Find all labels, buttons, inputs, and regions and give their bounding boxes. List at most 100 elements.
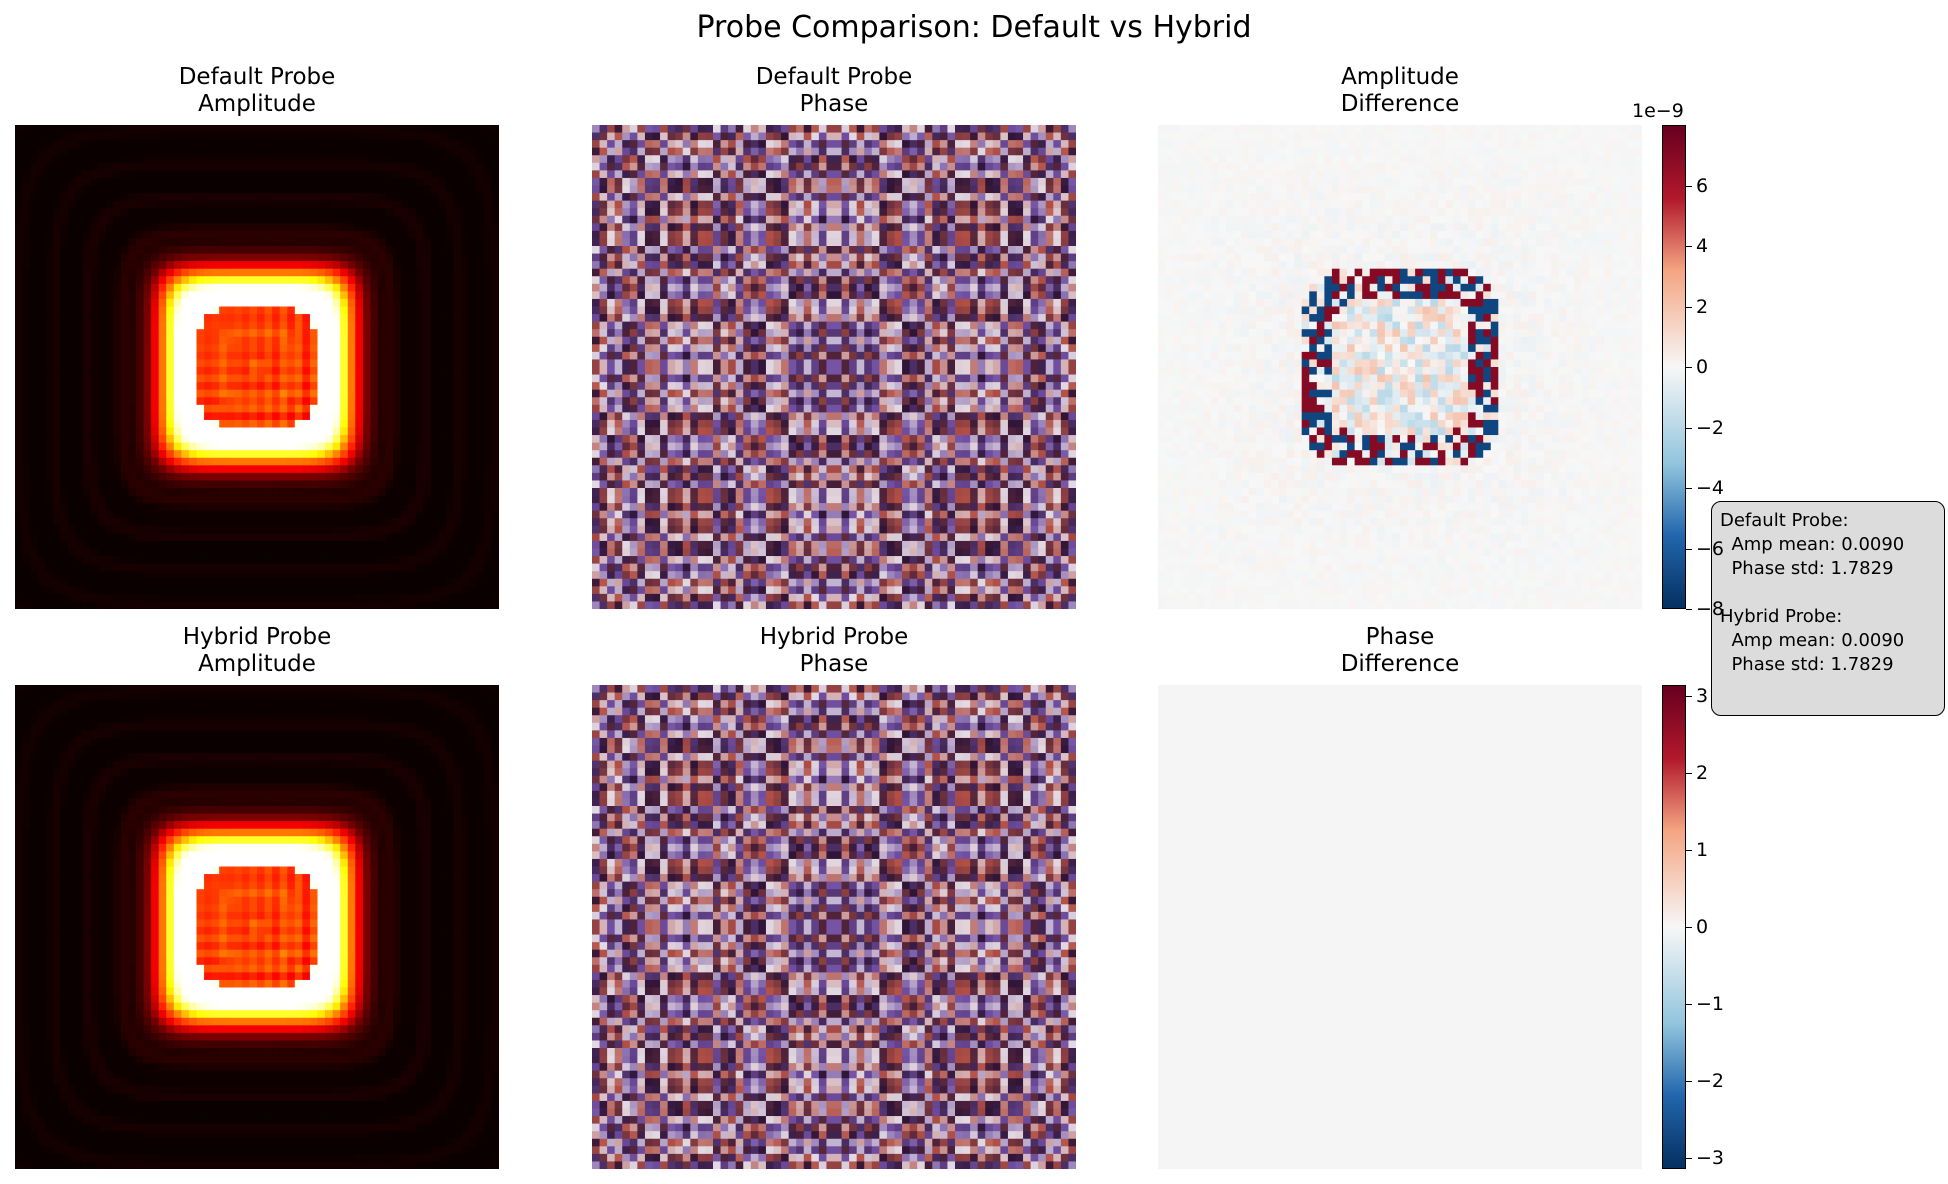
default-amplitude-cell	[83, 336, 92, 345]
default-amplitude-cell	[287, 495, 296, 504]
default-amplitude-cell	[234, 215, 243, 224]
default-amplitude-cell	[60, 246, 69, 254]
default-amplitude-cell	[393, 170, 402, 179]
default-phase-cell	[1023, 140, 1032, 149]
default-amplitude-cell	[438, 374, 447, 383]
default-amplitude-cell	[287, 450, 296, 459]
default-amplitude-cell	[446, 193, 455, 202]
default-amplitude-cell	[22, 382, 31, 391]
default-amplitude-cell	[37, 397, 46, 406]
default-phase-cell	[841, 140, 850, 149]
default-phase-cell	[629, 215, 638, 224]
default-amplitude-cell	[272, 162, 281, 171]
default-amplitude-cell	[430, 177, 439, 186]
default-amplitude-cell	[15, 472, 23, 481]
default-phase-cell	[728, 200, 737, 209]
default-amplitude-cell	[45, 268, 54, 277]
default-amplitude-cell	[37, 132, 46, 141]
default-amplitude-cell	[400, 208, 409, 217]
default-phase-cell	[1000, 147, 1009, 156]
default-amplitude-cell	[461, 359, 470, 368]
default-amplitude-cell	[370, 382, 379, 391]
default-amplitude-cell	[90, 563, 99, 572]
default-amplitude-cell	[128, 351, 137, 360]
default-amplitude-cell	[226, 442, 235, 451]
default-amplitude-cell	[173, 155, 182, 164]
default-amplitude-cell	[15, 540, 23, 549]
default-amplitude-cell	[423, 230, 432, 239]
default-amplitude-cell	[98, 321, 107, 330]
default-amplitude-cell	[264, 215, 273, 224]
default-amplitude-cell	[453, 548, 462, 557]
default-phase-cell	[818, 155, 827, 164]
default-amplitude-cell	[45, 525, 54, 534]
default-phase-cell	[924, 200, 933, 209]
default-phase-cell	[879, 223, 888, 232]
default-phase-cell	[622, 162, 631, 171]
default-amplitude-cell	[302, 488, 311, 496]
default-amplitude-cell	[143, 488, 152, 496]
default-amplitude-cell	[468, 397, 477, 406]
default-amplitude-cell	[83, 351, 92, 360]
default-amplitude-cell	[241, 412, 250, 421]
default-amplitude-cell	[279, 465, 288, 474]
default-amplitude-cell	[136, 480, 144, 489]
default-amplitude-cell	[264, 578, 273, 587]
default-amplitude-cell	[128, 510, 137, 519]
default-phase-cell	[750, 125, 759, 133]
default-phase-cell	[652, 223, 661, 232]
default-phase-cell	[705, 140, 714, 149]
default-amplitude-cell	[52, 283, 61, 292]
default-phase-cell	[955, 132, 963, 141]
default-amplitude-cell	[370, 412, 379, 421]
default-amplitude-cell	[196, 283, 205, 292]
default-amplitude-cell	[105, 382, 114, 391]
default-phase-cell	[1068, 125, 1076, 133]
default-amplitude-cell	[370, 246, 379, 254]
default-amplitude-cell	[15, 404, 23, 413]
default-amplitude-cell	[385, 563, 394, 572]
default-phase-cell	[977, 177, 986, 186]
default-amplitude-cell	[249, 367, 258, 375]
default-amplitude-cell	[75, 253, 84, 262]
default-amplitude-cell	[37, 147, 46, 156]
default-amplitude-cell	[15, 298, 23, 307]
default-amplitude-cell	[30, 465, 39, 474]
default-phase-cell	[955, 185, 963, 194]
default-phase-cell	[750, 193, 759, 202]
default-amplitude-cell	[151, 556, 160, 565]
default-amplitude-cell	[241, 427, 250, 436]
default-amplitude-cell	[90, 215, 99, 224]
default-amplitude-cell	[332, 253, 341, 262]
default-amplitude-cell	[136, 465, 144, 474]
default-amplitude-cell	[272, 351, 281, 360]
default-amplitude-cell	[309, 540, 318, 549]
default-amplitude-cell	[241, 140, 250, 149]
default-amplitude-cell	[234, 177, 243, 186]
default-amplitude-cell	[287, 427, 296, 436]
default-amplitude-cell	[113, 442, 122, 451]
default-amplitude-cell	[272, 571, 281, 580]
default-amplitude-cell	[196, 374, 205, 383]
default-amplitude-cell	[378, 261, 386, 270]
default-amplitude-cell	[166, 548, 175, 557]
default-amplitude-cell	[370, 132, 379, 141]
default-phase-cell	[1068, 208, 1076, 217]
default-amplitude-cell	[143, 503, 152, 512]
default-amplitude-cell	[105, 601, 114, 609]
default-amplitude-cell	[347, 298, 356, 307]
default-amplitude-cell	[37, 533, 46, 542]
default-amplitude-cell	[483, 329, 492, 338]
default-amplitude-cell	[166, 367, 175, 375]
default-phase-cell	[970, 223, 979, 232]
default-amplitude-cell	[30, 193, 39, 202]
default-amplitude-cell	[332, 329, 341, 338]
default-amplitude-cell	[75, 215, 84, 224]
default-amplitude-cell	[408, 518, 417, 527]
default-amplitude-cell	[453, 253, 462, 262]
default-amplitude-cell	[483, 442, 492, 451]
default-amplitude-cell	[204, 125, 213, 133]
default-amplitude-cell	[151, 177, 160, 186]
default-amplitude-cell	[143, 238, 152, 247]
default-amplitude-cell	[340, 525, 349, 534]
